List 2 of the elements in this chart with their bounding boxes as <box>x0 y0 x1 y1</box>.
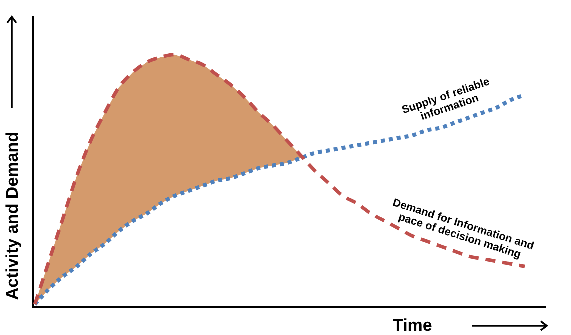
x-axis-title: Time <box>393 316 432 335</box>
y-axis-title: Activity and Demand <box>3 132 22 300</box>
